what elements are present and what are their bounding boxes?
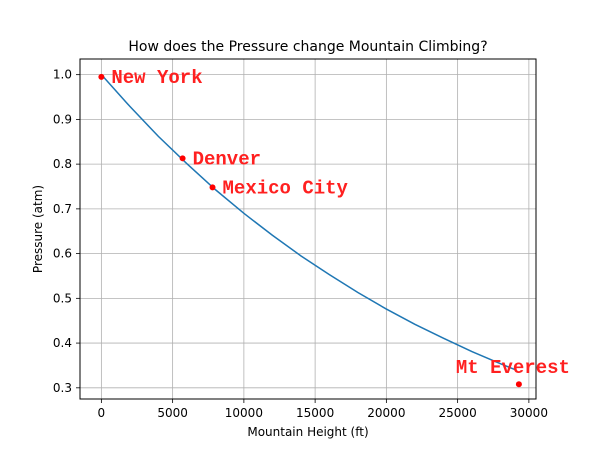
x-tick-label: 30000 bbox=[510, 406, 548, 420]
y-tick-label: 0.3 bbox=[53, 381, 72, 395]
x-tick-label: 0 bbox=[98, 406, 106, 420]
point-label: Mt Everest bbox=[456, 357, 570, 379]
points-layer: New York Denver Mexico City Mt Everest bbox=[98, 67, 570, 388]
point-label: Mexico City bbox=[223, 177, 349, 199]
x-axis-label: Mountain Height (ft) bbox=[247, 425, 368, 439]
point-label: Denver bbox=[193, 148, 261, 170]
pressure-curve bbox=[100, 74, 515, 371]
point-marker bbox=[209, 184, 216, 191]
y-tick-label: 0.8 bbox=[53, 157, 72, 171]
plot-frame bbox=[79, 58, 537, 400]
y-tick-label: 1.0 bbox=[53, 68, 72, 82]
x-tick-label: 25000 bbox=[439, 406, 477, 420]
y-tick-label: 0.5 bbox=[53, 291, 72, 305]
x-tick-label: 10000 bbox=[225, 406, 263, 420]
x-tick-label: 15000 bbox=[296, 406, 334, 420]
chart-title: How does the Pressure change Mountain Cl… bbox=[128, 39, 487, 55]
y-tick-label: 0.6 bbox=[53, 247, 72, 261]
y-tick-label: 0.9 bbox=[53, 112, 72, 126]
y-tick-label: 0.4 bbox=[53, 336, 72, 350]
x-tick-label: 5000 bbox=[157, 406, 188, 420]
grid bbox=[80, 59, 536, 399]
y-axis-label: Pressure (atm) bbox=[31, 185, 45, 273]
ticks-layer: 0 5000 10000 15000 20000 25000 30000 0.3 0.4 0.5 0… bbox=[53, 68, 548, 420]
y-tick-label: 0.7 bbox=[53, 202, 72, 216]
point-marker bbox=[515, 381, 522, 388]
series-layer bbox=[100, 74, 515, 371]
point-marker bbox=[98, 73, 105, 80]
point-label: New York bbox=[111, 67, 202, 89]
x-tick-label: 20000 bbox=[367, 406, 405, 420]
point-marker bbox=[179, 155, 186, 162]
